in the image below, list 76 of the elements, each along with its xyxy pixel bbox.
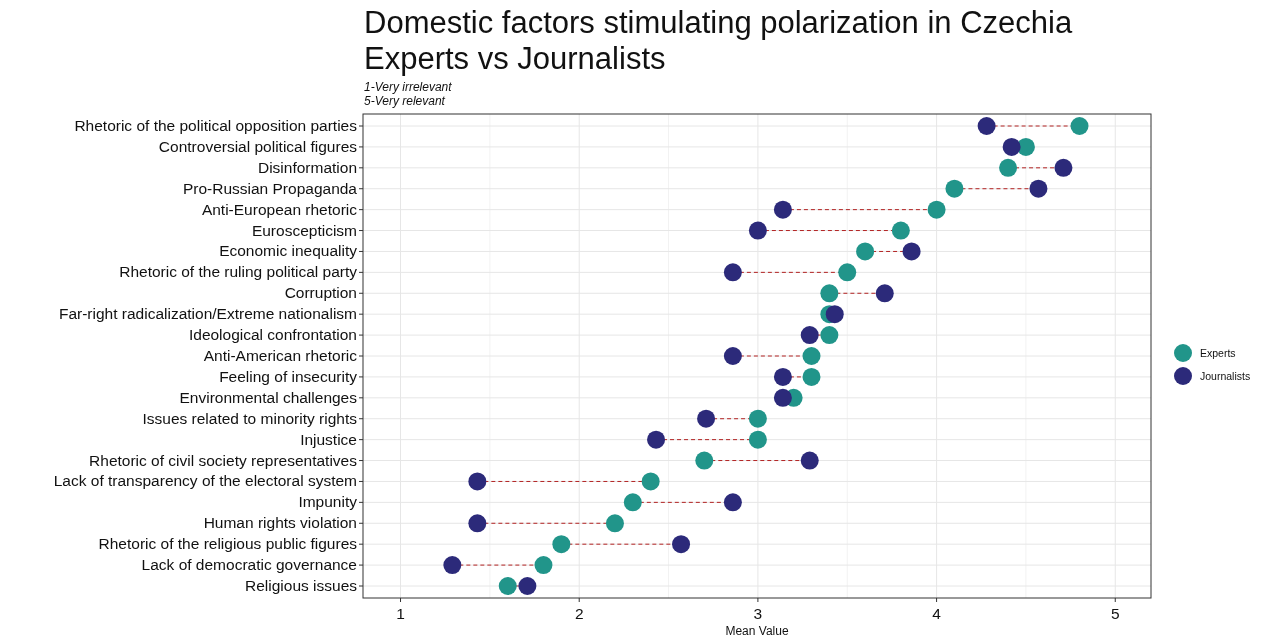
y-tick-label: Anti-American rhetoric bbox=[203, 347, 358, 364]
point bbox=[773, 367, 792, 386]
y-tick-label: Rhetoric of civil society representatives bbox=[89, 451, 358, 469]
point bbox=[518, 577, 537, 595]
x-tick-label: 4 bbox=[932, 605, 942, 622]
point bbox=[647, 430, 666, 449]
point bbox=[534, 556, 553, 575]
point bbox=[820, 326, 839, 345]
y-tick-label: Anti-European rhetoric bbox=[201, 200, 358, 218]
point bbox=[552, 535, 571, 554]
point bbox=[891, 221, 910, 240]
legend-label: Experts bbox=[1200, 347, 1236, 359]
y-tick-label: Issues related to minority rights bbox=[142, 409, 358, 427]
point bbox=[945, 179, 964, 198]
point bbox=[1029, 179, 1048, 198]
chart-title: Domestic factors stimulating polarization in Czechia Experts vs Journalists bbox=[364, 5, 1073, 76]
point bbox=[498, 577, 517, 595]
y-tick-label: Ideological confrontation bbox=[188, 326, 357, 344]
y-tick-label: Impunity bbox=[298, 493, 358, 511]
point bbox=[825, 305, 844, 324]
y-tick-label: Lack of transparency of the electoral system bbox=[53, 472, 357, 490]
point bbox=[695, 451, 714, 470]
point bbox=[641, 472, 660, 491]
y-tick-label: Environmental challenges bbox=[179, 388, 358, 406]
y-tick-label: Corruption bbox=[284, 284, 357, 302]
y-tick-label: Far-right radicalization/Extreme nationalism bbox=[58, 305, 357, 323]
point bbox=[605, 514, 624, 533]
chart-subtitle: 1-Very irrelevant 5-Very relevant bbox=[364, 80, 453, 108]
point bbox=[927, 200, 946, 219]
x-tick-label: 1 bbox=[396, 605, 405, 622]
y-tick-label: Feeling of insecurity bbox=[219, 367, 358, 385]
point bbox=[468, 472, 487, 491]
point bbox=[1002, 137, 1021, 156]
point bbox=[723, 347, 742, 365]
y-tick-label: Human rights violation bbox=[203, 514, 357, 532]
y-tick-label: Economic inequality bbox=[219, 242, 358, 260]
point bbox=[1054, 158, 1073, 177]
y-tick-label: Religious issues bbox=[245, 577, 358, 594]
y-tick-label: Euroscepticism bbox=[251, 221, 357, 239]
y-tick-label: Rhetoric of the religious public figures bbox=[98, 535, 358, 553]
x-axis-title: Mean Value bbox=[725, 624, 789, 638]
point bbox=[902, 242, 921, 261]
y-tick-label: Pro-Russian Propaganda bbox=[182, 179, 358, 197]
x-tick-label: 5 bbox=[1110, 605, 1120, 622]
point bbox=[697, 409, 716, 428]
point bbox=[800, 451, 819, 470]
point bbox=[623, 493, 642, 512]
point bbox=[672, 535, 691, 554]
point bbox=[875, 284, 894, 303]
point bbox=[773, 388, 792, 407]
y-tick-label: Lack of democratic governance bbox=[141, 556, 357, 574]
y-tick-label: Rhetoric of the ruling political party bbox=[119, 263, 358, 281]
point bbox=[468, 514, 487, 533]
y-tick-label: Injustice bbox=[300, 430, 357, 448]
point bbox=[723, 493, 742, 512]
point bbox=[443, 556, 462, 575]
x-tick-label: 3 bbox=[753, 605, 763, 622]
y-tick-label: Rhetoric of the political opposition parties bbox=[74, 117, 358, 134]
point bbox=[800, 326, 819, 345]
legend-label: Journalists bbox=[1200, 370, 1251, 382]
point bbox=[999, 158, 1018, 177]
point bbox=[748, 221, 767, 240]
point bbox=[748, 430, 767, 449]
y-tick-label: Disinformation bbox=[257, 158, 357, 176]
x-tick-label: 2 bbox=[574, 605, 584, 622]
point bbox=[802, 347, 821, 365]
point bbox=[977, 117, 996, 135]
point bbox=[773, 200, 792, 219]
point bbox=[856, 242, 875, 261]
point bbox=[820, 284, 839, 303]
point bbox=[748, 409, 767, 428]
point bbox=[1070, 117, 1089, 135]
point bbox=[723, 263, 742, 282]
point bbox=[838, 263, 857, 282]
point bbox=[802, 367, 821, 386]
y-tick-label: Controversial political figures bbox=[158, 137, 358, 155]
